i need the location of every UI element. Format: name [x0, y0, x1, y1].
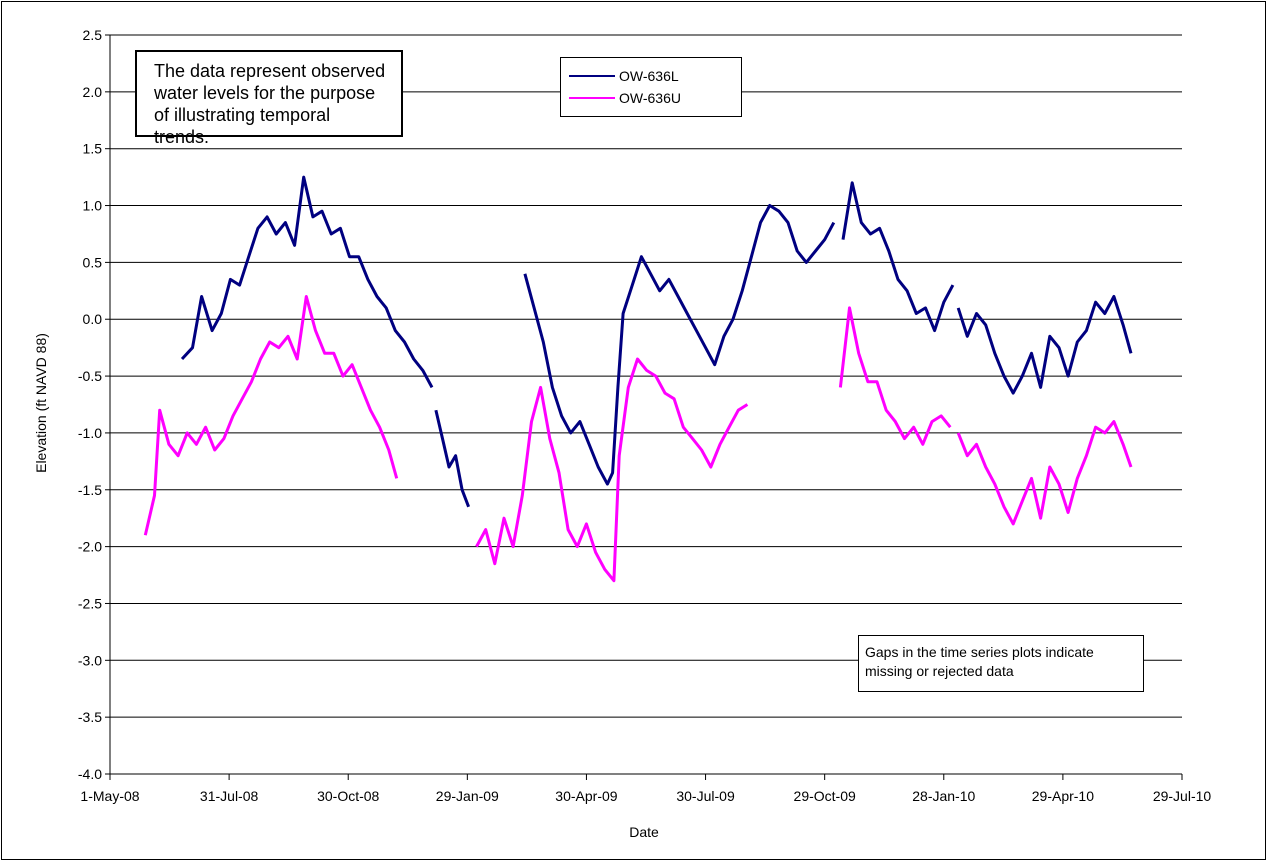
y-tick-label: 2.0 [83, 84, 103, 100]
legend: OW-636L OW-636U [560, 57, 742, 117]
y-tick-label: -2.0 [78, 539, 102, 555]
y-tick-label: 0.0 [83, 311, 103, 327]
series-ow-636l-line [523, 204, 836, 486]
series-ow-636u-line [475, 357, 749, 583]
y-axis-title: Elevation (ft NAVD 88) [33, 333, 49, 473]
series-ow-636u-line [143, 295, 399, 536]
series-layer [143, 175, 1133, 583]
series-ow-636u [143, 295, 1133, 583]
y-tick-label: 2.5 [83, 27, 103, 43]
x-tick-label: 30-Oct-08 [317, 788, 379, 804]
series-ow-636l-line [180, 175, 434, 389]
series-ow-636l-line [434, 409, 471, 508]
y-tick-label: -3.5 [78, 709, 102, 725]
y-tick-label: -0.5 [78, 368, 102, 384]
x-tick-label: 30-Jul-09 [676, 788, 735, 804]
legend-label-ow-636l: OW-636L [619, 68, 679, 84]
series-ow-636l-line [841, 181, 955, 333]
legend-label-ow-636u: OW-636U [619, 90, 681, 106]
gridlines [110, 34, 1182, 718]
x-axis-title: Date [629, 824, 659, 840]
y-tick-label: -1.5 [78, 482, 102, 498]
x-tick-label: 29-Jul-10 [1153, 788, 1212, 804]
x-tick-label: 28-Jan-10 [912, 788, 975, 804]
x-tick-label: 29-Apr-10 [1032, 788, 1094, 804]
legend-swatch-ow-636l [569, 75, 615, 77]
x-tick-label: 30-Apr-09 [555, 788, 617, 804]
legend-item-ow-636u: OW-636U [569, 88, 681, 108]
y-tick-label: -1.0 [78, 425, 102, 441]
legend-swatch-ow-636u [569, 97, 615, 99]
series-ow-636u-line [838, 306, 952, 446]
series-ow-636l-line [956, 295, 1133, 395]
series-ow-636u-line [956, 420, 1133, 526]
y-tick-label: -3.0 [78, 652, 102, 668]
y-tick-label: 1.5 [83, 141, 103, 157]
x-tick-label: 31-Jul-08 [200, 788, 259, 804]
x-tick-label: 1-May-08 [80, 788, 139, 804]
y-tick-label: -4.0 [78, 766, 102, 782]
y-tick-label: 1.0 [83, 198, 103, 214]
x-tick-label: 29-Jan-09 [436, 788, 499, 804]
gaps-note-box: Gaps in the time series plots indicate m… [858, 635, 1144, 692]
y-tick-label: 0.5 [83, 254, 103, 270]
legend-item-ow-636l: OW-636L [569, 66, 679, 86]
series-ow-636l [180, 175, 1133, 508]
y-tick-label: -2.5 [78, 595, 102, 611]
axes: 2.5 2.0 1.5 1.0 0.5 0.0 -0.5 -1.0 -1.5 -2.0 -2.5 -3… [78, 27, 1212, 804]
data-note-box: The data represent observed water levels… [135, 50, 403, 147]
x-tick-label: 29-Oct-09 [794, 788, 856, 804]
